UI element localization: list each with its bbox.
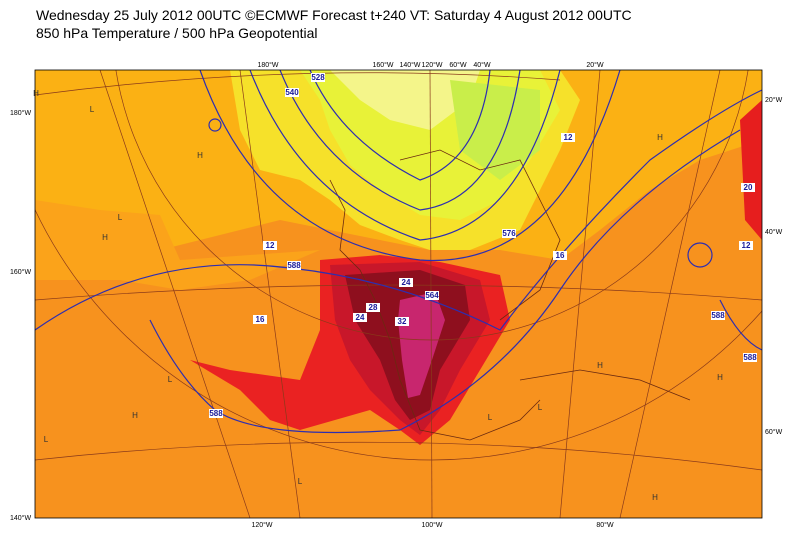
contour-label: 540 xyxy=(285,88,299,97)
contour-label: 24 xyxy=(402,278,411,287)
contour-label-bg xyxy=(739,241,753,250)
left-label: 160°W xyxy=(10,268,31,276)
contour-label: 28 xyxy=(369,303,378,312)
pressure-mark: H xyxy=(597,361,603,370)
pressure-mark: H xyxy=(102,233,108,242)
geopotential-contours xyxy=(35,70,762,434)
pressure-mark: H xyxy=(197,151,203,160)
pressure-mark: H xyxy=(717,373,723,382)
map-frame xyxy=(34,69,763,519)
left-label: 180°W xyxy=(10,109,31,117)
contour-label: 20 xyxy=(744,183,753,192)
top-label: 180°W xyxy=(257,61,278,69)
top-label: 160°W xyxy=(372,61,393,69)
top-label: 60°W xyxy=(449,61,467,69)
contour-label: 588 xyxy=(209,409,223,418)
pressure-mark: L xyxy=(90,105,95,114)
pressure-mark: H xyxy=(33,89,39,98)
right-label: 40°W xyxy=(765,228,783,236)
pressure-mark: L xyxy=(44,435,49,444)
pressure-mark: L xyxy=(538,403,543,412)
contour-label-bg xyxy=(553,251,567,260)
contour-label: 32 xyxy=(398,317,407,326)
right-label: 20°W xyxy=(765,96,783,104)
contour-label-bg xyxy=(253,315,267,324)
contour-label: 16 xyxy=(556,251,565,260)
pressure-mark: H xyxy=(132,411,138,420)
pressure-mark: L xyxy=(168,375,173,384)
contour-label-bg xyxy=(741,183,755,192)
left-label: 140°W xyxy=(10,514,31,522)
title: Wednesday 25 July 2012 00UTC ©ECMWF Fore… xyxy=(36,7,632,23)
contour-label: 588 xyxy=(743,353,757,362)
contour-label: 16 xyxy=(256,315,265,324)
pressure-mark: H xyxy=(657,133,663,142)
contour-label: 576 xyxy=(502,229,516,238)
contour-label: 24 xyxy=(356,313,365,322)
contour-label-bg xyxy=(209,409,223,418)
contour-label-bg xyxy=(263,241,277,250)
pressure-mark: L xyxy=(298,477,303,486)
contour-label: 528 xyxy=(311,73,325,82)
contour-label: 588 xyxy=(287,261,301,270)
contour-label-bg xyxy=(561,133,575,142)
contour-label: 12 xyxy=(564,133,573,142)
contour-label-bg xyxy=(425,291,439,300)
top-label: 140°W xyxy=(399,61,420,69)
top-label: 120°W xyxy=(421,61,442,69)
contour-label-bg xyxy=(366,303,380,312)
right-label: 60°W xyxy=(765,428,783,436)
contour-label-bg xyxy=(502,229,516,238)
contour-label: 588 xyxy=(711,311,725,320)
bottom-label: 100°W xyxy=(421,521,442,529)
contour-label-bg xyxy=(353,313,367,322)
coastlines xyxy=(329,149,691,441)
contour-label-bg xyxy=(743,353,757,362)
pressure-mark: L xyxy=(488,413,493,422)
pressure-mark: H xyxy=(652,493,658,502)
bottom-label: 120°W xyxy=(251,521,272,529)
contour-label-bg xyxy=(711,311,725,320)
contour-label-bg xyxy=(395,317,409,326)
contour-label-bg xyxy=(287,261,301,270)
subtitle: 850 hPa Temperature / 500 hPa Geopotenti… xyxy=(36,25,318,41)
contour-label: 564 xyxy=(425,291,439,300)
top-label: 40°W xyxy=(473,61,491,69)
contour-label: 12 xyxy=(266,241,275,250)
map-fill xyxy=(35,70,762,518)
contour-label-bg xyxy=(311,73,325,82)
contour-label-bg xyxy=(399,278,413,287)
top-label: 20°W xyxy=(586,61,604,69)
bottom-label: 80°W xyxy=(596,521,614,529)
contour-label-bg xyxy=(285,88,299,97)
contour-label: 12 xyxy=(742,241,751,250)
pressure-mark: L xyxy=(118,213,123,222)
